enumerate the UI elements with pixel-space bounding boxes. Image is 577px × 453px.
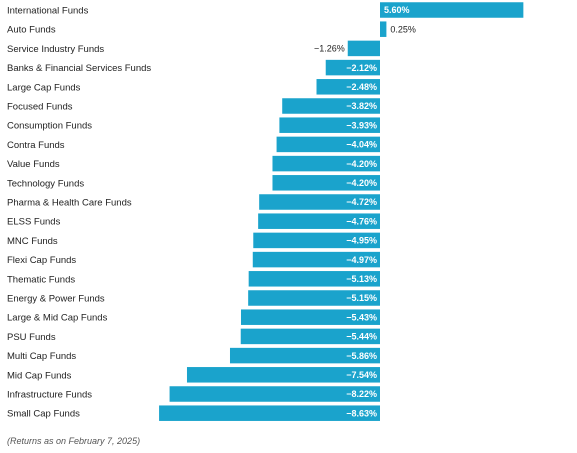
category-label: Consumption Funds <box>7 121 92 132</box>
data-label: −4.20% <box>346 159 377 169</box>
category-label: Infrastructure Funds <box>7 390 92 401</box>
bar <box>380 2 524 18</box>
bar <box>316 79 380 95</box>
data-label: −4.97% <box>346 255 377 265</box>
bar <box>186 367 380 383</box>
bar <box>347 40 380 57</box>
category-label: Large Cap Funds <box>7 82 81 93</box>
bar <box>253 232 380 249</box>
data-label: 5.60% <box>384 5 410 15</box>
category-label: Flexi Cap Funds <box>7 255 76 266</box>
data-label: −8.63% <box>346 408 377 418</box>
category-label: Technology Funds <box>7 178 84 189</box>
bar <box>272 155 380 172</box>
data-label: −3.93% <box>346 120 377 130</box>
bar <box>276 136 380 153</box>
category-label: Pharma & Health Care Funds <box>7 198 132 209</box>
returns-date-footnote: (Returns as on February 7, 2025) <box>7 436 141 446</box>
category-label: PSU Funds <box>7 332 56 343</box>
data-label: −4.04% <box>346 140 377 150</box>
bar <box>248 290 380 306</box>
bar <box>279 117 380 133</box>
category-label: Mid Cap Funds <box>7 370 72 381</box>
bar <box>169 386 380 402</box>
bar <box>240 328 380 345</box>
category-label: ELSS Funds <box>7 217 61 228</box>
bar <box>248 271 380 287</box>
category-label: Energy & Power Funds <box>7 294 105 305</box>
category-label: Focused Funds <box>7 102 73 113</box>
bar <box>325 59 380 76</box>
category-label: Small Cap Funds <box>7 409 80 420</box>
data-label: −3.82% <box>346 101 377 111</box>
bar <box>159 405 380 421</box>
category-label: Value Funds <box>7 159 60 170</box>
category-label: Large & Mid Cap Funds <box>7 313 108 324</box>
bar <box>240 309 380 325</box>
category-label: MNC Funds <box>7 236 58 247</box>
data-label: −4.76% <box>346 216 377 226</box>
data-label: −5.15% <box>346 293 377 303</box>
data-label: −5.44% <box>346 332 377 342</box>
data-label: −8.22% <box>346 389 377 399</box>
category-label: Service Industry Funds <box>7 44 104 55</box>
data-label: −4.72% <box>346 197 377 207</box>
data-label: −1.26% <box>314 44 345 54</box>
data-label: 0.25% <box>390 24 416 34</box>
category-label: Contra Funds <box>7 140 65 151</box>
category-label: International Funds <box>7 6 89 17</box>
category-label: Auto Funds <box>7 25 56 36</box>
category-label: Banks & Financial Services Funds <box>7 63 151 74</box>
data-label: −2.48% <box>346 82 377 92</box>
data-label: −5.13% <box>346 274 377 284</box>
category-label: Thematic Funds <box>7 274 75 285</box>
data-label: −7.54% <box>346 370 377 380</box>
bar <box>229 347 380 364</box>
bar <box>259 194 380 210</box>
data-label: −4.95% <box>346 236 377 246</box>
bar <box>272 175 380 191</box>
data-label: −4.20% <box>346 178 377 188</box>
bar <box>282 98 380 114</box>
bar <box>380 21 387 37</box>
data-label: −2.12% <box>346 63 377 73</box>
category-label: Multi Cap Funds <box>7 351 76 362</box>
bar <box>258 213 380 229</box>
data-label: −5.43% <box>346 312 377 322</box>
bar <box>252 251 380 268</box>
data-label: −5.86% <box>346 351 377 361</box>
